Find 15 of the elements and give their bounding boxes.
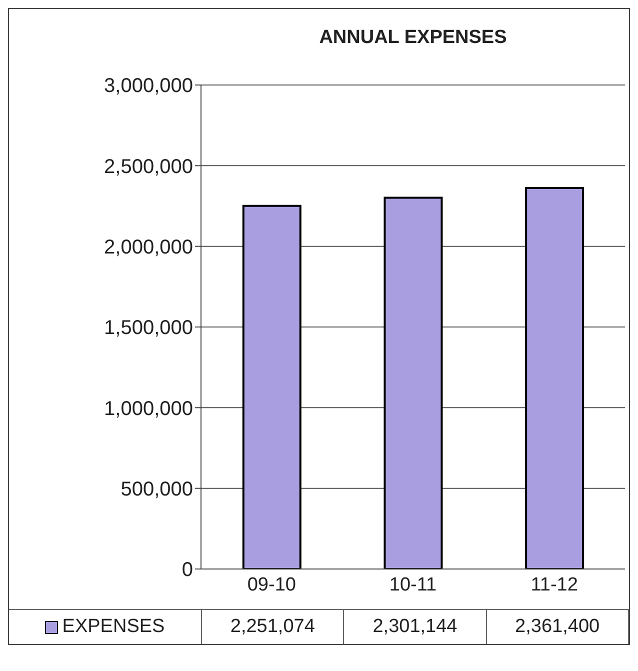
chart-title: ANNUAL EXPENSES — [318, 27, 508, 49]
x-tick-label: 11-12 — [530, 574, 578, 596]
y-tick-label: 0 — [182, 559, 193, 582]
y-tick-label: 1,000,000 — [104, 398, 193, 420]
data-label: 2,251,074 — [202, 610, 344, 644]
y-tick-label: 3,000,000 — [104, 75, 193, 98]
legend-label: EXPENSES — [62, 616, 165, 638]
x-tick-label: 10-11 — [389, 574, 437, 596]
y-tick-label: 2,000,000 — [104, 236, 193, 258]
data-label: 2,361,400 — [486, 610, 629, 644]
y-tick-label: 2,500,000 — [104, 156, 193, 178]
x-tick-label: 09-10 — [247, 574, 296, 596]
y-tick-label: 1,500,000 — [104, 317, 193, 340]
data-label: 2,301,144 — [344, 610, 487, 644]
y-tick-label: 500,000 — [120, 478, 193, 500]
